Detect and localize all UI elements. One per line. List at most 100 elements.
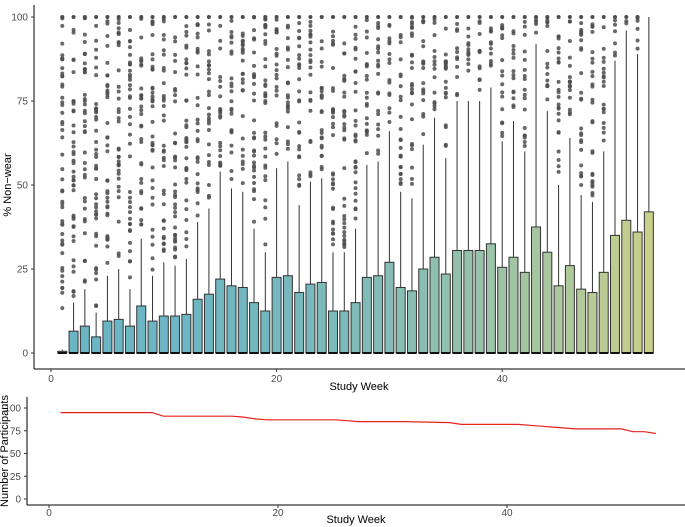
outlier-point (195, 117, 200, 122)
outlier-point (613, 22, 617, 27)
outlier-point (308, 108, 313, 113)
outlier-point (139, 180, 144, 185)
box-week-28 (361, 15, 372, 354)
outlier-point (353, 164, 358, 169)
outlier-point (376, 122, 381, 127)
outlier-point (488, 51, 493, 56)
box-week-21 (282, 15, 293, 354)
outlier-point (601, 110, 606, 115)
outlier-point (195, 201, 200, 206)
outlier-point (184, 218, 189, 223)
outlier-point (319, 46, 324, 51)
outlier-point (353, 134, 358, 139)
outlier-point (173, 210, 178, 215)
outlier-point (398, 40, 403, 45)
outlier-point (274, 93, 279, 98)
outlier-point (240, 50, 245, 55)
outlier-point (567, 88, 572, 93)
outlier-point (218, 160, 223, 165)
outlier-point (545, 15, 550, 19)
outlier-point (218, 38, 223, 43)
outlier-point (240, 77, 245, 82)
outlier-point (353, 56, 358, 61)
outlier-point (308, 58, 313, 63)
outlier-point (173, 131, 178, 136)
outlier-point (206, 15, 211, 19)
outlier-point (285, 125, 290, 130)
outlier-point (590, 82, 595, 87)
outlier-point (240, 88, 245, 93)
outlier-point (116, 30, 121, 35)
outlier-point (331, 107, 335, 112)
outlier-point (173, 141, 178, 146)
outlier-point (116, 68, 121, 73)
outlier-point (139, 206, 144, 211)
outlier-point (60, 290, 65, 295)
outlier-point (398, 84, 403, 89)
outlier-point (556, 36, 561, 41)
outlier-point (477, 64, 482, 69)
outlier-point (285, 109, 290, 114)
outlier-point (274, 121, 279, 126)
outlier-point (161, 249, 166, 254)
outlier-point (139, 123, 144, 128)
outlier-point (556, 87, 561, 92)
outlier-point (218, 140, 223, 145)
outlier-point (127, 94, 132, 99)
outlier-point (206, 116, 211, 121)
outlier-point (82, 206, 87, 211)
box-week-27 (350, 15, 361, 354)
outlier-point (240, 39, 245, 44)
outlier-point (364, 50, 369, 55)
outlier-point (342, 233, 347, 238)
outlier-point (184, 207, 189, 212)
outlier-point (590, 60, 595, 65)
outlier-point (229, 49, 234, 54)
outlier-point (477, 19, 482, 24)
box (598, 271, 609, 354)
outlier-point (60, 74, 65, 79)
outlier-point (274, 27, 279, 32)
outlier-point (184, 98, 189, 103)
outlier-point (274, 51, 279, 56)
outlier-point (60, 66, 65, 71)
outlier-point (127, 114, 132, 119)
outlier-point (71, 15, 76, 19)
outlier-point (319, 109, 324, 114)
outlier-point (82, 161, 87, 166)
outlier-point (443, 95, 448, 100)
outlier-point (173, 70, 178, 75)
outlier-point (161, 226, 166, 231)
outlier-point (353, 24, 358, 29)
outlier-point (94, 277, 99, 282)
outlier-point (331, 227, 335, 232)
outlier-point (466, 15, 471, 19)
outlier-point (206, 22, 211, 27)
box-week-14 (203, 15, 214, 354)
outlier-point (590, 50, 595, 55)
box-week-36 (452, 15, 463, 354)
outlier-point (173, 165, 178, 170)
outlier-point (376, 108, 381, 113)
box (271, 276, 282, 354)
outlier-point (297, 144, 302, 149)
outlier-point (432, 20, 437, 25)
box (406, 290, 417, 354)
outlier-point (60, 231, 65, 236)
outlier-point (297, 89, 302, 94)
box-week-47 (576, 15, 587, 354)
outlier-point (297, 177, 302, 182)
outlier-point (105, 143, 110, 148)
outlier-point (263, 32, 268, 37)
outlier-point (94, 55, 99, 60)
y-tick-label: 100 (4, 404, 21, 415)
outlier-point (71, 294, 76, 299)
outlier-point (218, 115, 223, 120)
outlier-point (139, 96, 144, 101)
outlier-point (500, 36, 505, 41)
outlier-point (477, 31, 482, 36)
outlier-point (173, 254, 178, 259)
box (463, 250, 474, 354)
outlier-point (116, 96, 121, 101)
